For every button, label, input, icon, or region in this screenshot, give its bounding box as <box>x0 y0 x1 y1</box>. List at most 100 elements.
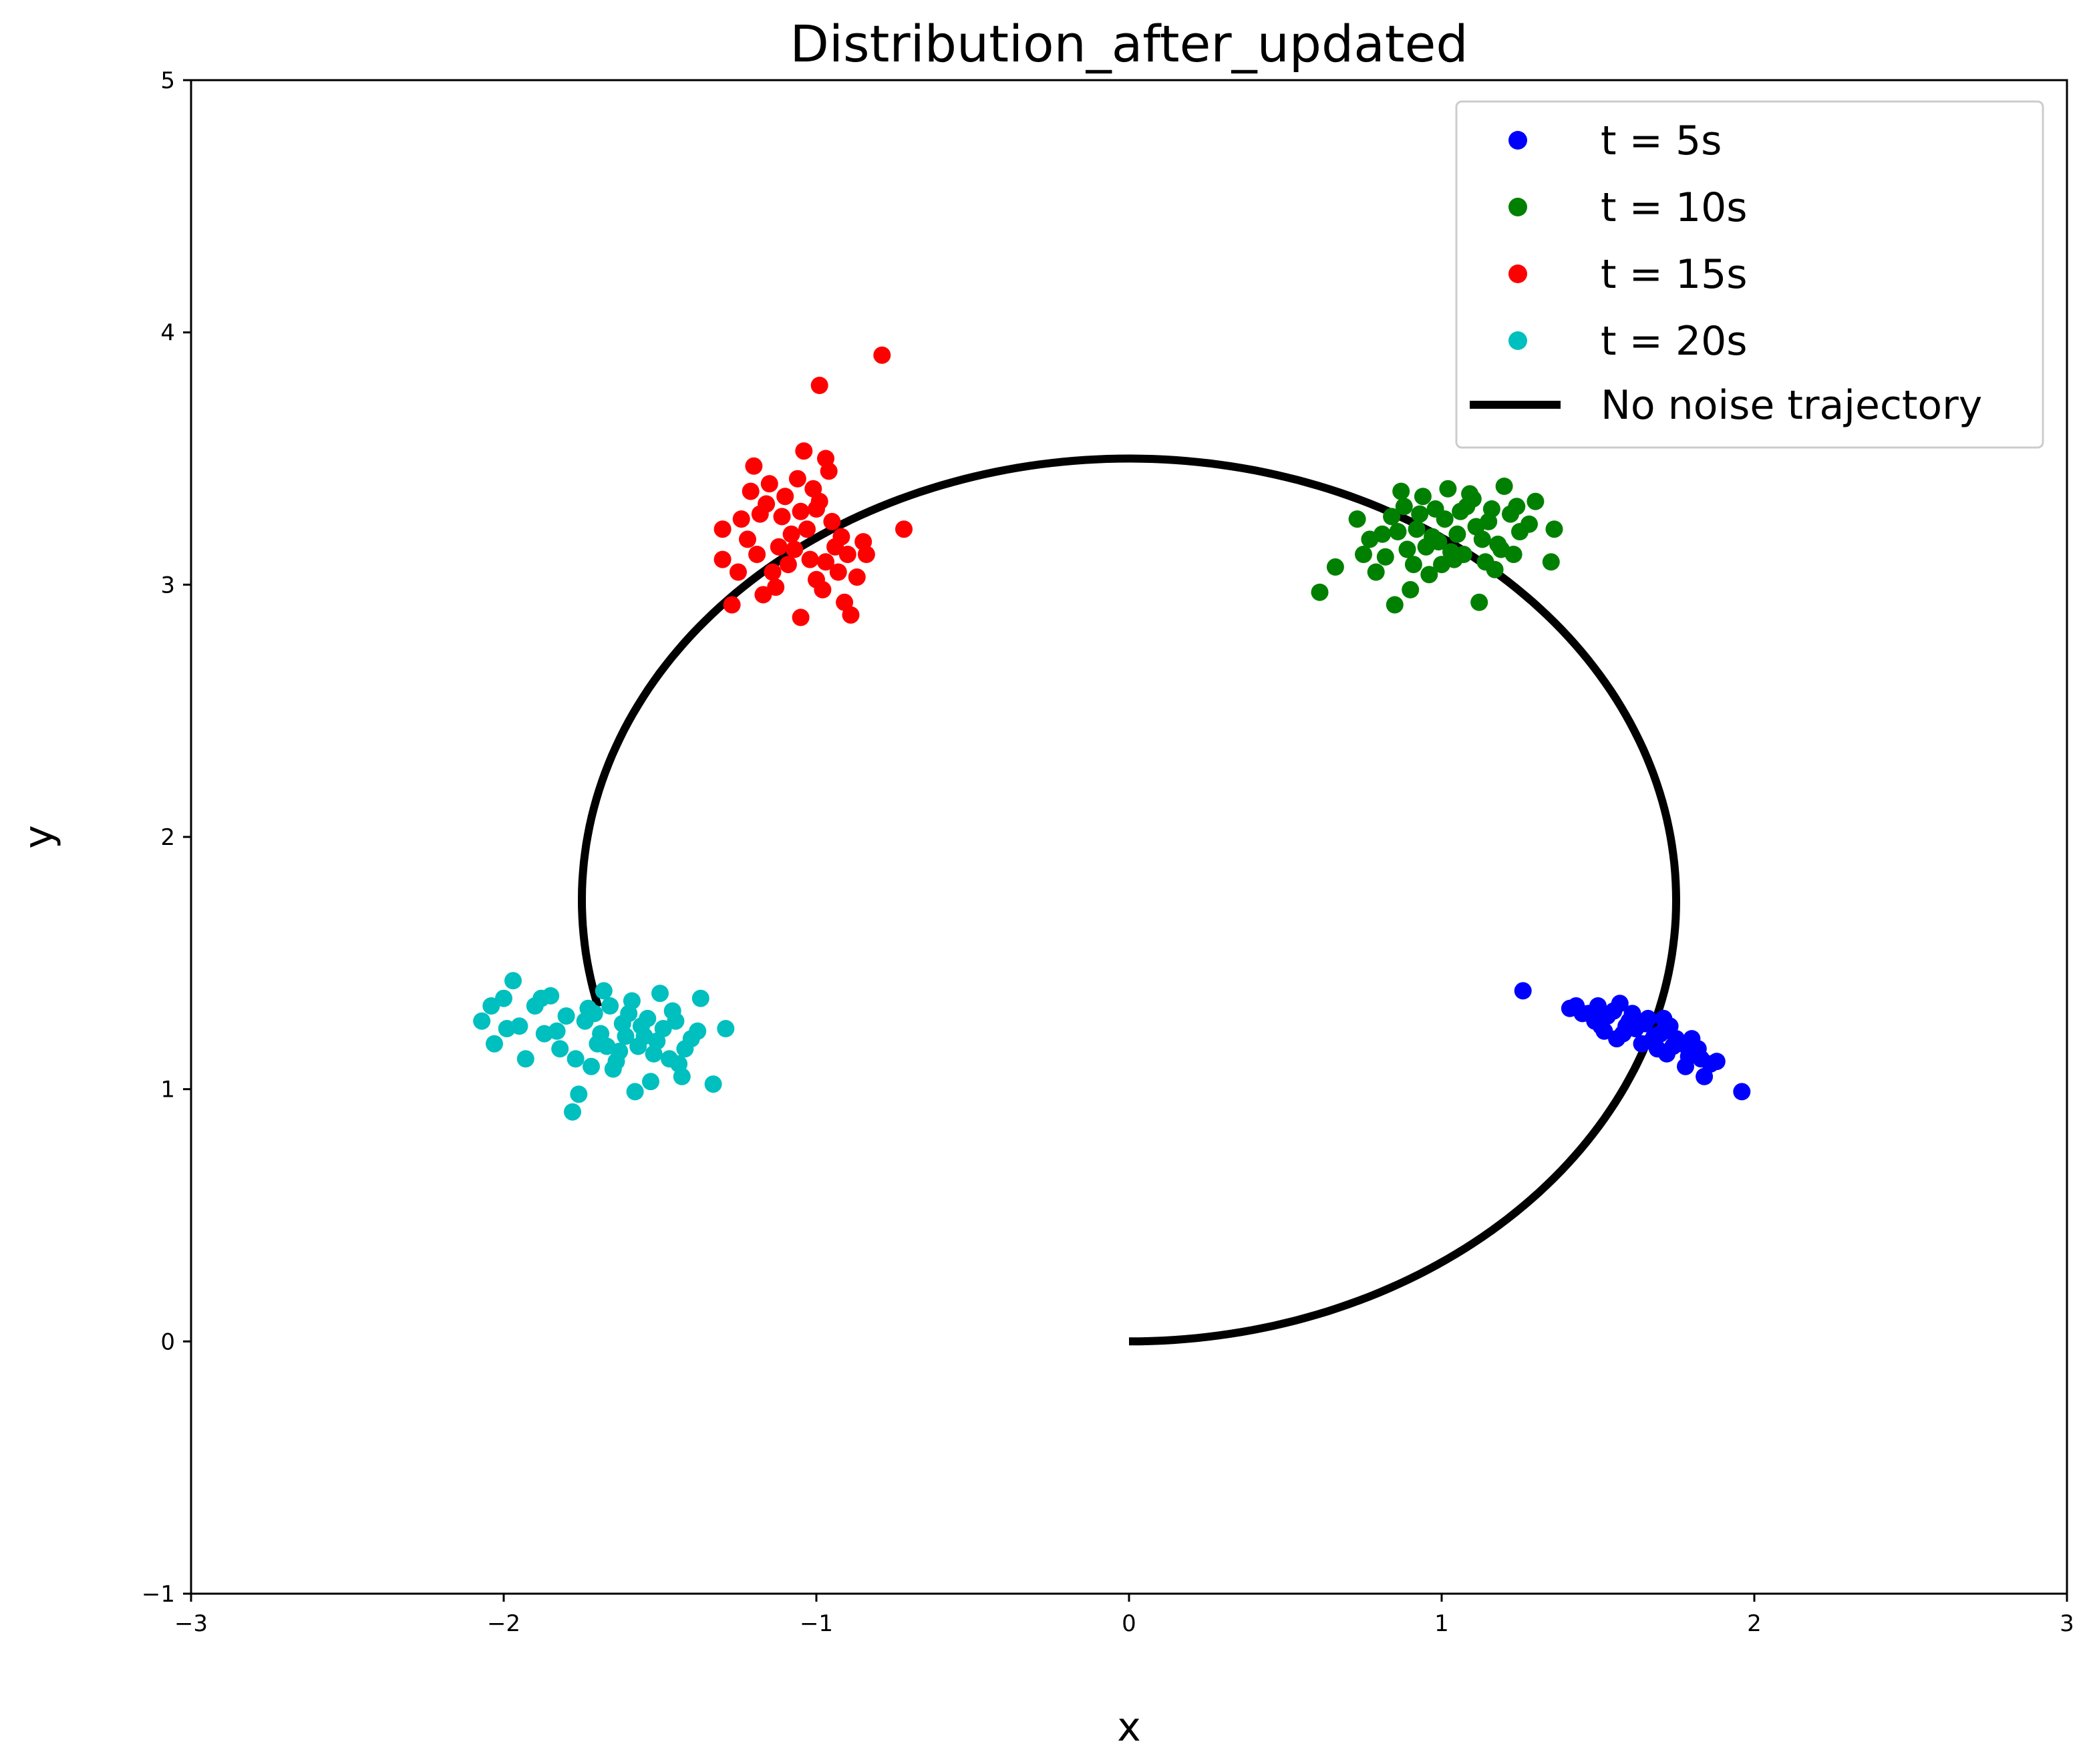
data-point <box>1386 596 1404 614</box>
data-point <box>1677 1057 1694 1075</box>
data-point <box>1595 1022 1613 1040</box>
y-tick-label: 2 <box>160 824 175 851</box>
data-point <box>1527 492 1545 510</box>
data-point <box>601 997 619 1015</box>
data-point <box>1367 563 1385 581</box>
data-point <box>564 1103 581 1121</box>
data-point <box>1461 485 1479 503</box>
data-point <box>792 502 810 520</box>
legend-entry-trajectory: No noise trajectory <box>1470 382 1982 429</box>
data-point <box>1683 1030 1701 1048</box>
data-point <box>1430 533 1448 551</box>
data-point <box>1442 543 1460 561</box>
data-point <box>648 1032 666 1050</box>
data-point <box>748 546 766 563</box>
legend: t = 5s t = 10s t = 15s t = 20s No noise … <box>1455 100 2044 449</box>
data-point <box>585 1005 603 1023</box>
data-point <box>823 512 841 530</box>
data-point <box>1404 556 1422 574</box>
series-t15s <box>713 346 913 627</box>
data-point <box>857 546 875 563</box>
legend-marker-t5 <box>1508 131 1527 150</box>
data-point <box>770 538 788 556</box>
x-axis-label: x <box>1117 1704 1141 1751</box>
data-point <box>1545 520 1563 538</box>
plot-area <box>473 346 1751 1346</box>
y-tick-label: 0 <box>160 1329 175 1355</box>
data-point <box>1470 593 1488 611</box>
data-point <box>730 563 747 581</box>
data-point <box>801 550 819 568</box>
data-point <box>798 520 816 538</box>
data-point <box>1508 498 1526 516</box>
data-point <box>1408 520 1426 538</box>
data-point <box>773 508 791 526</box>
data-point <box>1467 518 1485 536</box>
data-point <box>760 475 778 493</box>
data-point <box>626 1083 644 1101</box>
data-point <box>810 492 828 510</box>
data-point <box>767 578 785 596</box>
data-point <box>832 528 850 546</box>
data-point <box>1608 1030 1626 1048</box>
data-point <box>670 1055 688 1073</box>
data-point <box>663 1002 681 1020</box>
data-point <box>838 546 856 563</box>
data-point <box>504 972 522 990</box>
data-point <box>895 520 913 538</box>
y-tick-label: 4 <box>160 320 175 347</box>
y-tick-label: 1 <box>160 1077 175 1103</box>
data-point <box>482 997 500 1015</box>
data-point <box>567 1050 585 1068</box>
data-point <box>732 510 750 528</box>
data-point <box>583 1057 600 1075</box>
data-point <box>532 989 550 1007</box>
data-point <box>598 1037 616 1055</box>
x-tick-label: −3 <box>174 1610 208 1637</box>
legend-entry-t15: t = 15s <box>1508 251 1748 298</box>
data-point <box>1411 505 1429 523</box>
x-tick-label: 2 <box>1747 1610 1762 1637</box>
data-point <box>1355 546 1372 563</box>
y-axis-label: y <box>15 825 62 849</box>
y-tick-label: 5 <box>160 67 175 94</box>
data-point <box>817 553 834 571</box>
data-point <box>1452 502 1470 520</box>
data-point <box>557 1007 575 1025</box>
legend-marker-t20 <box>1508 331 1527 350</box>
data-point <box>1655 1009 1673 1027</box>
data-point <box>810 377 828 394</box>
x-tick-label: 0 <box>1122 1610 1136 1637</box>
data-point <box>617 1027 635 1045</box>
data-point <box>742 482 760 500</box>
legend-entry-t20: t = 20s <box>1508 318 1748 365</box>
data-point <box>1617 1017 1635 1035</box>
data-point <box>1383 508 1401 526</box>
data-point <box>1692 1050 1710 1068</box>
data-point <box>1326 558 1344 576</box>
data-point <box>473 1012 491 1030</box>
data-point <box>808 570 825 588</box>
data-point <box>1439 480 1457 498</box>
data-point <box>1392 482 1410 500</box>
data-point <box>873 346 891 364</box>
data-point <box>1514 982 1532 1000</box>
data-point <box>1436 510 1454 528</box>
data-point <box>498 1020 516 1037</box>
data-point <box>1402 580 1420 598</box>
x-tick-label: −2 <box>487 1610 520 1637</box>
x-tick-label: −1 <box>800 1610 833 1637</box>
data-point <box>717 1020 735 1037</box>
data-point <box>786 540 804 558</box>
data-point <box>607 1053 625 1071</box>
legend-entry-t10: t = 10s <box>1508 184 1748 231</box>
legend-entry-t5: t = 5s <box>1508 118 1722 164</box>
data-point <box>1348 510 1366 528</box>
data-point <box>820 462 838 480</box>
data-point <box>1395 498 1413 516</box>
data-point <box>1492 540 1510 558</box>
series-t5s <box>1514 982 1751 1101</box>
data-point <box>495 989 512 1007</box>
data-point <box>629 1037 647 1055</box>
data-point <box>745 457 763 475</box>
